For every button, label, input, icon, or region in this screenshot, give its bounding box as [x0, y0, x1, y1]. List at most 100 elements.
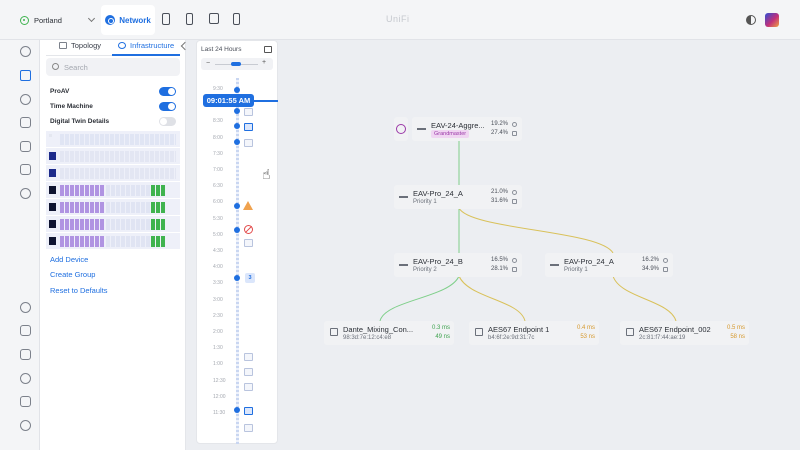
- endpoint-dante-mixing[interactable]: Dante_Mixing_Con... 98:3d:7e:12:c4:e8 0.…: [324, 321, 454, 345]
- timeline-event-icon[interactable]: [244, 407, 253, 415]
- door-icon[interactable]: [209, 13, 219, 24]
- top-bar: Portland Network UniFi: [0, 0, 800, 40]
- port-strip: [106, 236, 150, 247]
- node-eav-pro-b[interactable]: EAV-Pro_24_B Priority 2 16.5% 28.1%: [394, 253, 522, 277]
- topology-tab-icon: [59, 41, 67, 49]
- create-group-link[interactable]: Create Group: [50, 270, 96, 279]
- timeline-marker[interactable]: [234, 108, 240, 114]
- list-item[interactable]: [46, 131, 180, 148]
- timeline-marker[interactable]: [234, 87, 240, 93]
- endpoint-aes67-002[interactable]: AES67 Endpoint_002 2c:81:f7:44:ae:19 0.5…: [620, 321, 749, 345]
- current-time-pill[interactable]: 09:01:55 AM: [203, 94, 254, 107]
- memory-usage: 27.4%: [490, 130, 508, 136]
- timeline-marker[interactable]: [234, 407, 240, 413]
- timeline-tick-label: 6:30: [213, 183, 223, 190]
- network-icon: [105, 15, 116, 25]
- zoom-out-button[interactable]: −: [206, 60, 211, 67]
- time-machine-switch[interactable]: [159, 101, 176, 111]
- settings-icon[interactable]: [20, 302, 31, 313]
- device-icon[interactable]: [162, 13, 170, 25]
- search-icon: [52, 63, 59, 70]
- node-name: EAV-Pro_24_A: [413, 189, 463, 198]
- switch-icon: [399, 196, 408, 198]
- timeline-tick-label: 2:30: [213, 312, 223, 319]
- node-aggregation-switch[interactable]: EAV-24-Aggre... Grandmaster 19.2% 27.4%: [412, 117, 522, 141]
- timeline-event-icon[interactable]: [244, 424, 253, 432]
- toggle-time-machine[interactable]: Time Machine: [50, 100, 176, 112]
- theme-toggle-icon[interactable]: [746, 15, 756, 25]
- zoom-in-button[interactable]: +: [262, 59, 267, 66]
- endpoint-icon: [475, 328, 483, 336]
- alerts-icon[interactable]: [20, 373, 31, 384]
- timeline-marker[interactable]: [234, 139, 240, 145]
- clients-icon[interactable]: [20, 141, 31, 152]
- list-item[interactable]: [46, 148, 180, 165]
- timeline-tick-label: 6:00: [213, 199, 223, 206]
- list-item[interactable]: [46, 165, 180, 182]
- endpoint-mac: 98:3d:7e:12:c4:e8: [343, 335, 392, 341]
- reset-defaults-link[interactable]: Reset to Defaults: [50, 286, 108, 295]
- endpoint-icon: [330, 328, 338, 336]
- insights-icon[interactable]: [20, 164, 31, 175]
- admins-icon[interactable]: [20, 420, 31, 431]
- target-icon[interactable]: [20, 94, 31, 105]
- zoom-slider[interactable]: [231, 62, 241, 66]
- tab-topology[interactable]: Topology: [59, 38, 101, 52]
- integrations-icon[interactable]: [20, 349, 31, 360]
- port-strip: [60, 185, 104, 196]
- memory-usage: 34.9%: [641, 266, 659, 272]
- tab-network[interactable]: Network: [101, 5, 155, 35]
- digital-twin-switch[interactable]: [159, 116, 176, 126]
- endpoint-name: AES67 Endpoint 1: [488, 325, 550, 334]
- logs-icon[interactable]: [20, 325, 31, 336]
- timeline-event-icon[interactable]: [244, 108, 253, 116]
- timeline-tick-label: 11:30: [213, 410, 226, 416]
- timeline-event-icon[interactable]: [244, 139, 253, 147]
- dashboard-icon[interactable]: [20, 46, 31, 57]
- cpu-usage: 21.0%: [490, 189, 508, 195]
- port-strip: [106, 219, 150, 230]
- node-eav-pro-a2[interactable]: EAV-Pro_24_A Priority 1 16.2% 34.9%: [545, 253, 673, 277]
- list-item[interactable]: [46, 233, 180, 250]
- timeline-tick-label: 4:30: [213, 248, 223, 254]
- devices-icon[interactable]: [20, 117, 31, 128]
- site-selector[interactable]: Portland: [14, 9, 100, 31]
- docs-icon[interactable]: [20, 396, 31, 407]
- chevron-down-icon: [87, 14, 96, 23]
- toggle-digital-twin[interactable]: Digital Twin Details: [50, 115, 176, 127]
- avatar[interactable]: [765, 13, 779, 27]
- search-input[interactable]: [46, 58, 180, 76]
- add-device-link[interactable]: Add Device: [50, 255, 89, 264]
- timeline-event-icon[interactable]: [244, 353, 253, 361]
- proav-switch[interactable]: [159, 86, 176, 96]
- timeline-event-icon[interactable]: [244, 368, 253, 376]
- list-item[interactable]: [46, 199, 180, 216]
- toggle-digital-twin-label: Digital Twin Details: [50, 117, 110, 125]
- timeline-marker[interactable]: [234, 203, 240, 209]
- event-count-badge[interactable]: 3: [245, 273, 255, 283]
- topology-icon[interactable]: [20, 70, 31, 81]
- shield-icon[interactable]: [20, 188, 31, 199]
- mobile-icon[interactable]: [186, 13, 193, 25]
- timeline-marker[interactable]: [234, 275, 240, 281]
- node-name: EAV-Pro_24_A: [564, 257, 614, 266]
- endpoint-aes67-1[interactable]: AES67 Endpoint 1 b4:6f:2e:9d:31:7c 0.4 m…: [469, 321, 599, 345]
- phone-icon[interactable]: [233, 13, 240, 25]
- list-item[interactable]: [46, 182, 180, 199]
- error-icon[interactable]: [244, 225, 253, 234]
- split-view-icon[interactable]: [264, 46, 272, 53]
- timeline-axis[interactable]: [236, 78, 239, 444]
- timeline-event-icon[interactable]: [244, 123, 253, 131]
- timeline-event-icon[interactable]: [244, 239, 253, 247]
- memory-icon: [512, 131, 517, 136]
- timeline-marker[interactable]: [234, 123, 240, 129]
- timeline-marker[interactable]: [234, 227, 240, 233]
- list-item[interactable]: [46, 216, 180, 233]
- timeline-event-icon[interactable]: [244, 383, 253, 391]
- warning-icon[interactable]: [243, 201, 253, 210]
- toggle-proav[interactable]: ProAV: [50, 85, 176, 97]
- node-eav-pro-a1[interactable]: EAV-Pro_24_A Priority 1 21.0% 31.6%: [394, 185, 522, 209]
- jitter-value: 58 ns: [730, 334, 745, 340]
- tab-infrastructure[interactable]: Infrastructure: [118, 38, 174, 52]
- timeline-tick-label: 12:00: [213, 393, 226, 400]
